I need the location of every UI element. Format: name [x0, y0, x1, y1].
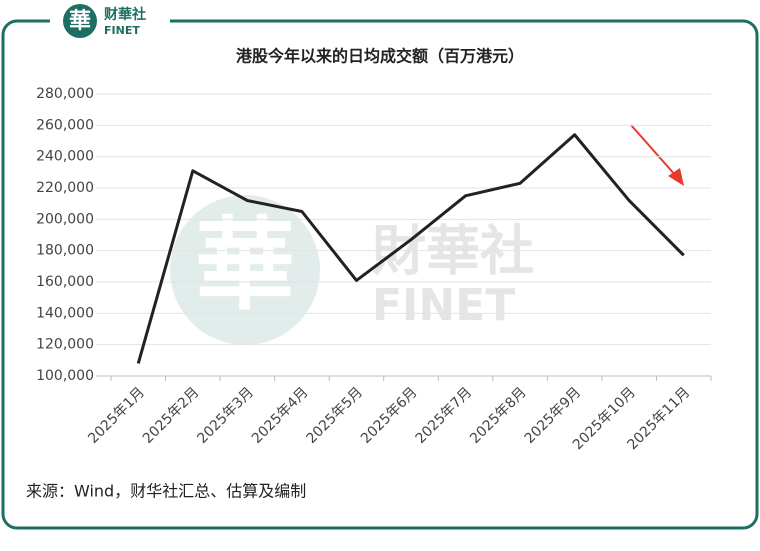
watermark-mark: 華: [195, 206, 295, 323]
y-tick-label: 120,000: [36, 337, 94, 353]
logo-name: 财華社: [103, 6, 146, 23]
y-tick-label: 220,000: [36, 180, 94, 196]
watermark-sub: FINET: [372, 280, 515, 331]
arrow-head: [668, 168, 684, 186]
chart-title: 港股今年以来的日均成交额（百万港元）: [236, 47, 524, 66]
frame: [1, 19, 759, 530]
y-tick-label: 200,000: [36, 211, 94, 227]
y-tick-label: 160,000: [36, 274, 94, 290]
y-tick-label: 140,000: [36, 305, 94, 321]
watermark-circle: [170, 195, 320, 345]
line: [136, 133, 685, 364]
source: 来源：Wind，财华社汇总、估算及编制: [26, 482, 306, 501]
arrow: [630, 124, 677, 177]
y-tick-label: 180,000: [36, 243, 94, 259]
y-tick-label: 240,000: [36, 149, 94, 165]
y-tick-label: 100,000: [36, 368, 94, 384]
logo-circle: [63, 4, 97, 38]
logo-mark: 華: [69, 9, 91, 34]
y-tick-label: 260,000: [36, 117, 94, 133]
y-tick-label: 280,000: [36, 86, 94, 102]
logo-sub: FINET: [104, 24, 140, 37]
